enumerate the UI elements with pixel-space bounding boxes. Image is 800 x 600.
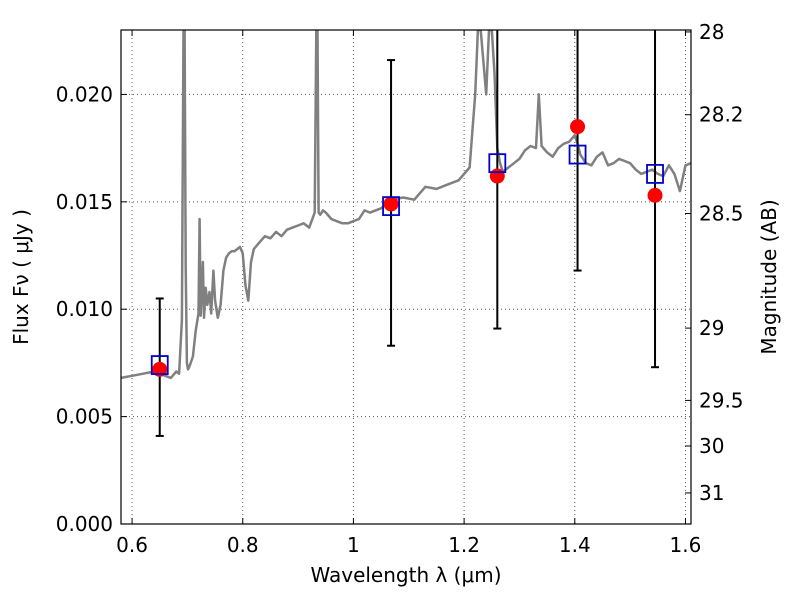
plot-frame [120, 29, 692, 525]
y-axis-title: Flux Fν ( μJy ) [9, 209, 33, 345]
y-tick-label: 0.005 [56, 405, 113, 429]
y-tick-label: 0.000 [56, 512, 113, 536]
x-tick-label: 1.2 [448, 533, 480, 557]
ticks [121, 30, 691, 525]
y2-tick-label: 31 [699, 481, 724, 505]
model-point [568, 144, 587, 165]
x-tick-label: 1 [347, 533, 360, 557]
model-point [488, 153, 507, 174]
y2-axis-title: Magnitude (AB) [757, 199, 781, 354]
x-axis-title: Wavelength λ (μm) [310, 563, 501, 587]
y2-tick-label: 28.2 [699, 103, 744, 127]
y-tick-label: 0.015 [56, 190, 113, 214]
y-tick-label: 0.020 [56, 82, 113, 106]
observed-point [570, 119, 586, 135]
y-tick-label: 0.010 [56, 297, 113, 321]
x-tick-label: 1.6 [670, 533, 702, 557]
observed-point [383, 196, 399, 212]
model-points [150, 144, 664, 375]
x-tick-label: 0.6 [116, 533, 148, 557]
y2-tick-label: 28 [699, 20, 724, 44]
model-point [382, 196, 400, 217]
spectrum-line [121, 30, 691, 380]
y2-tick-label: 29.5 [699, 388, 744, 412]
tick-labels: 0.6 0.8 1 1.2 1.4 1.6 0.000 0.005 0.010 0.015 0.02… [56, 20, 744, 557]
model-point [150, 355, 169, 375]
y2-tick-label: 30 [699, 434, 724, 458]
observed-points [152, 119, 663, 377]
observed-point [647, 187, 663, 203]
x-tick-label: 1.4 [559, 533, 591, 557]
observed-point [489, 168, 505, 184]
y2-tick-label: 28.5 [699, 202, 744, 226]
x-tick-label: 0.8 [227, 533, 259, 557]
plot-background [121, 30, 691, 524]
model-point [646, 164, 664, 184]
y2-tick-label: 29 [699, 316, 724, 340]
observed-point [152, 361, 168, 377]
